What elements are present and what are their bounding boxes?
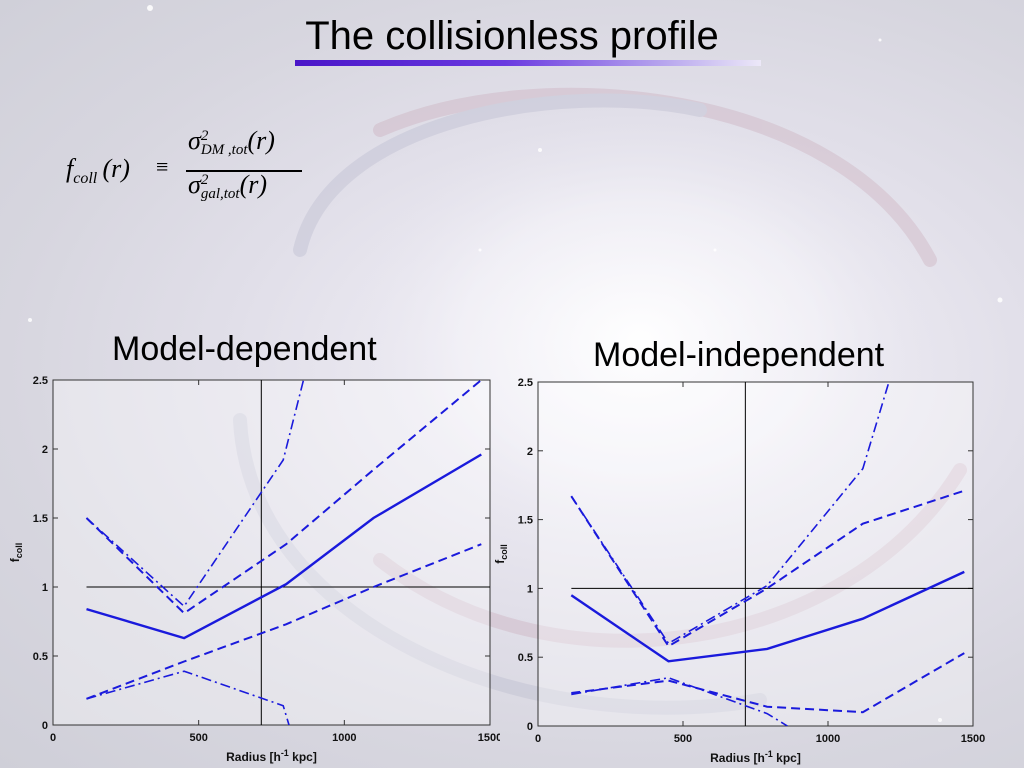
x-tick-label: 1000 xyxy=(816,733,840,745)
y-tick-label: 2 xyxy=(527,446,533,458)
x-axis-label: Radius [h-1 kpc] xyxy=(710,749,801,765)
formula-equiv-symbol: ≡ xyxy=(156,154,169,179)
plot-frame xyxy=(52,379,491,726)
left-panel-label: Model-dependent xyxy=(112,330,377,368)
series-dashed-1 xyxy=(570,489,965,648)
x-tick-label: 500 xyxy=(189,732,207,744)
y-tick-label: 2.5 xyxy=(518,377,533,389)
x-tick-label: 0 xyxy=(535,733,541,745)
model-independent-chart: 0 500 1000 1500 0 0.5 1 1.5 2 2.5 Radius [h-1 kpc]… xyxy=(493,377,985,765)
formula-numerator: σ2 DM ,tot(r) xyxy=(188,126,275,159)
x-axis-label: Radius [h-1 kpc] xyxy=(226,748,317,764)
formula-denominator: σ2 gal,tot(r) xyxy=(188,170,268,203)
x-tick-label: 0 xyxy=(50,732,56,744)
x-tick-label: 500 xyxy=(674,733,692,745)
series-dashdot-4 xyxy=(571,676,788,726)
formula-lhs: fcoll (r) xyxy=(66,154,130,187)
y-tick-label: 1 xyxy=(42,582,48,594)
formula-fraction-bar xyxy=(186,170,302,172)
y-tick-label: 0.5 xyxy=(33,651,48,663)
y-tick-label: 1 xyxy=(527,583,533,595)
series-solid-0 xyxy=(86,453,482,640)
x-tick-label: 1500 xyxy=(478,732,500,744)
y-axis-label: fcoll xyxy=(493,544,509,564)
y-tick-label: 0 xyxy=(42,720,48,732)
series-solid-0 xyxy=(570,570,965,663)
y-tick-label: 2.5 xyxy=(33,375,48,387)
series-dashed-2 xyxy=(571,652,965,714)
model-dependent-chart: 0 500 1000 1500 0 0.5 1 1.5 2 2.5 Radius [h-1 kpc]… xyxy=(8,375,500,764)
y-tick-label: 0 xyxy=(527,721,533,733)
y-tick-label: 2 xyxy=(42,444,48,456)
plot-frame xyxy=(537,381,974,727)
series-dashed-2 xyxy=(86,543,482,700)
y-axis-label: fcoll xyxy=(8,543,24,563)
x-tick-label: 1500 xyxy=(961,733,985,745)
y-tick-label: 1.5 xyxy=(518,515,533,527)
x-tick-label: 1000 xyxy=(332,732,356,744)
right-panel-label: Model-independent xyxy=(593,336,885,374)
slide-title: The collisionless profile xyxy=(305,14,719,58)
y-tick-label: 1.5 xyxy=(33,513,48,525)
title-underline xyxy=(295,60,761,66)
series-dashed-1 xyxy=(85,380,482,615)
series-dashdot-3 xyxy=(85,380,305,608)
y-tick-label: 0.5 xyxy=(518,652,533,664)
